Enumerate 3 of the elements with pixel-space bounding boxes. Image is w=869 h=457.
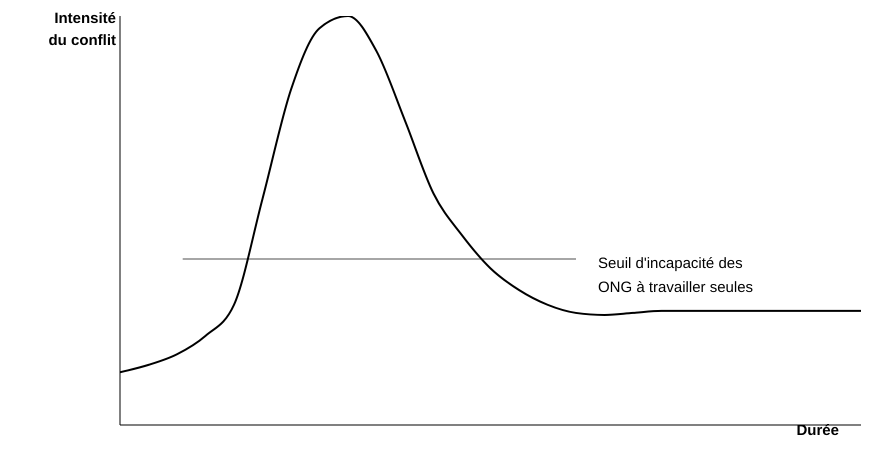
y-axis-title: Intensité du conflit xyxy=(48,9,116,51)
x-axis-title: Durée xyxy=(796,422,839,439)
ref-line-label: Seuil d'incapacité des ONG à travailler seules xyxy=(598,254,754,298)
